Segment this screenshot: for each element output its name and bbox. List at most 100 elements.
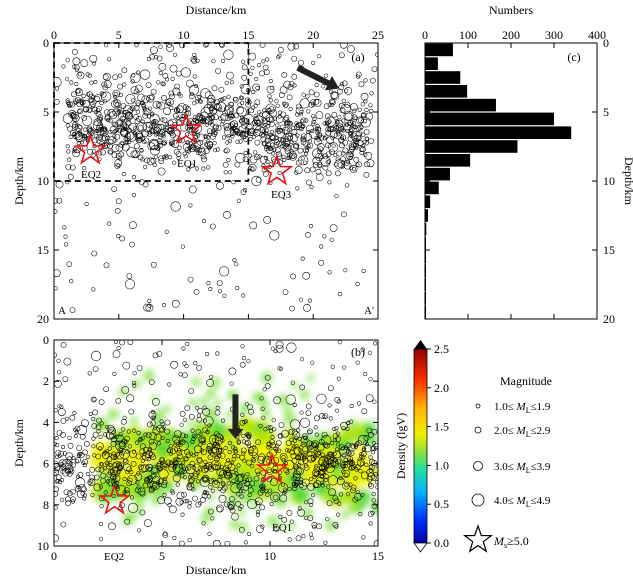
earthquake-point [140, 464, 149, 473]
earthquake-point [254, 154, 260, 161]
earthquake-point [116, 345, 121, 351]
earthquake-point [295, 106, 304, 115]
earthquake-point [289, 437, 294, 442]
earthquake-point [139, 69, 151, 80]
earthquake-point [316, 443, 325, 451]
earthquake-point [278, 422, 285, 428]
earthquake-point [150, 415, 155, 420]
earthquake-point [227, 440, 233, 446]
earthquake-point [153, 154, 158, 159]
earthquake-point [204, 43, 209, 47]
earthquake-point [247, 484, 252, 489]
panel-b-overlay [97, 394, 289, 515]
earthquake-point [330, 99, 336, 106]
earthquake-point [103, 490, 108, 495]
earthquake-point [243, 540, 249, 545]
earthquake-point [336, 477, 345, 486]
earthquake-point [281, 154, 286, 159]
earthquake-point [175, 482, 180, 487]
earthquake-point [257, 110, 262, 115]
earthquake-point [127, 128, 132, 133]
earthquake-point [293, 479, 300, 486]
earthquake-point [297, 506, 302, 511]
earthquake-point [109, 468, 114, 474]
earthquake-point [325, 151, 332, 158]
earthquake-point [332, 437, 338, 443]
earthquake-point [165, 459, 172, 466]
earthquake-point [149, 94, 155, 101]
earthquake-point [164, 229, 169, 234]
earthquake-point [71, 455, 76, 461]
earthquake-point [270, 346, 275, 351]
event-label-eq3-a: EQ3 [271, 189, 292, 201]
earthquake-point [210, 516, 215, 521]
earthquake-point [92, 120, 104, 131]
earthquake-point [140, 443, 146, 450]
earthquake-point [340, 160, 345, 165]
earthquake-point [66, 149, 71, 154]
earthquake-point [195, 99, 200, 104]
earthquake-point [283, 467, 290, 474]
earthquake-point [164, 77, 170, 82]
earthquake-point [292, 473, 301, 481]
earthquake-point [54, 441, 57, 446]
earthquake-point [329, 224, 338, 232]
depth-bar [425, 71, 461, 84]
earthquake-point [71, 114, 80, 123]
earthquake-point [248, 446, 259, 457]
earthquake-point [194, 166, 199, 171]
earthquake-point [280, 137, 286, 144]
earthquake-point [320, 483, 325, 488]
earthquake-point [108, 150, 113, 155]
earthquake-point [278, 482, 289, 493]
earthquake-point [299, 127, 304, 132]
earthquake-point [125, 111, 133, 120]
earthquake-point [71, 91, 77, 98]
earthquake-point [366, 476, 373, 482]
earthquake-point [172, 535, 177, 540]
earthquake-point [60, 464, 66, 470]
earthquake-point [122, 415, 127, 420]
earthquake-point [269, 230, 280, 241]
earthquake-point [357, 124, 364, 131]
earthquake-point [265, 114, 274, 123]
earthquake-point [127, 444, 132, 449]
earthquake-point [214, 409, 221, 416]
earthquake-point [111, 144, 120, 152]
earthquake-point [276, 55, 281, 60]
earthquake-point [63, 489, 70, 495]
earthquake-point [353, 156, 360, 163]
earthquake-point [309, 536, 314, 541]
earthquake-point [334, 162, 339, 167]
earthquake-point [356, 440, 363, 446]
earthquake-point [336, 150, 343, 157]
earthquake-point [126, 111, 133, 118]
earthquake-point [102, 451, 110, 460]
earthquake-point [342, 365, 347, 370]
earthquake-point [294, 124, 300, 130]
earthquake-point [182, 104, 189, 111]
earthquake-point [248, 71, 253, 76]
earthquake-point [239, 118, 244, 124]
earthquake-point [273, 142, 280, 148]
earthquake-point [131, 192, 136, 197]
earthquake-point [164, 419, 171, 426]
earthquake-point [331, 460, 340, 469]
earthquake-point [86, 107, 93, 113]
event-star-eq2 [73, 133, 107, 165]
earthquake-point [246, 359, 251, 364]
earthquake-point [180, 123, 188, 132]
earthquake-point [301, 92, 306, 97]
earthquake-point [361, 471, 369, 480]
earthquake-point [146, 94, 154, 103]
earthquake-point [372, 399, 377, 404]
earthquake-point [375, 485, 378, 490]
earthquake-point [54, 86, 59, 91]
earthquake-point [350, 487, 356, 494]
earthquake-point [200, 88, 211, 99]
earthquake-point [193, 83, 199, 89]
earthquake-point [324, 73, 329, 78]
earthquake-point [250, 166, 255, 171]
earthquake-point [291, 481, 296, 486]
earthquake-point [99, 462, 104, 467]
